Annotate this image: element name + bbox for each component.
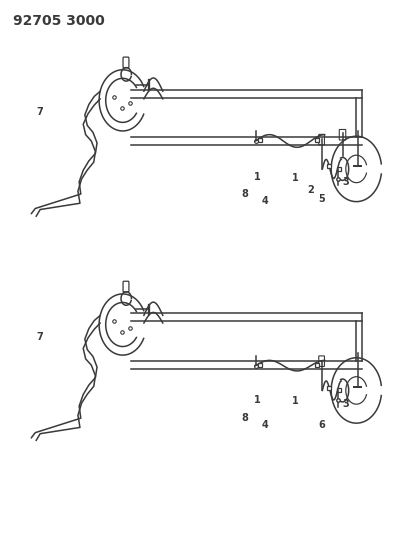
FancyBboxPatch shape bbox=[319, 356, 325, 367]
Text: 7: 7 bbox=[36, 332, 43, 342]
FancyBboxPatch shape bbox=[123, 57, 129, 68]
Text: 4: 4 bbox=[262, 419, 268, 430]
Text: 8: 8 bbox=[241, 189, 248, 199]
Text: 92705 3000: 92705 3000 bbox=[13, 14, 105, 28]
Text: 3: 3 bbox=[343, 399, 350, 409]
Text: 4: 4 bbox=[262, 196, 268, 206]
Text: 3: 3 bbox=[343, 177, 350, 187]
Text: 8: 8 bbox=[241, 413, 248, 423]
FancyBboxPatch shape bbox=[123, 281, 129, 292]
Text: 5: 5 bbox=[318, 194, 325, 204]
Text: 1: 1 bbox=[254, 172, 261, 182]
Text: 6: 6 bbox=[318, 419, 325, 430]
Text: 1: 1 bbox=[292, 396, 299, 406]
FancyBboxPatch shape bbox=[319, 134, 325, 145]
Text: 1: 1 bbox=[292, 173, 299, 183]
FancyBboxPatch shape bbox=[339, 130, 346, 140]
Text: 1: 1 bbox=[254, 395, 261, 405]
Text: 2: 2 bbox=[307, 185, 314, 195]
Text: 7: 7 bbox=[36, 108, 43, 117]
